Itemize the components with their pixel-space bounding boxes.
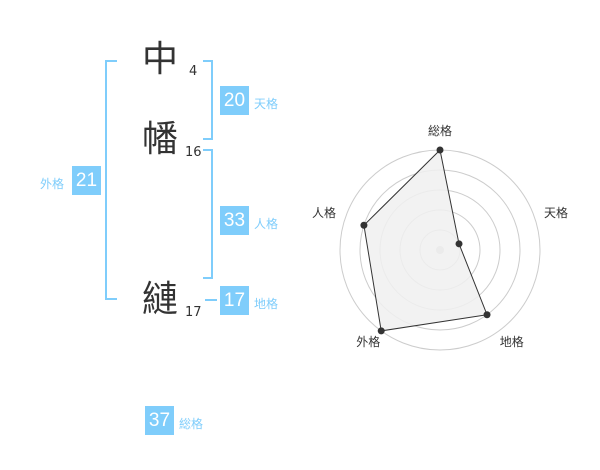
radar-point: [436, 146, 444, 154]
chikaku-connector: [205, 299, 217, 301]
tenkaku-value: 20: [220, 86, 249, 115]
jinkaku-label: 人格: [254, 217, 279, 231]
chikaku-value: 17: [220, 286, 249, 315]
gaikaku-label: 外格: [40, 177, 65, 191]
soukaku-label: 総格: [179, 417, 204, 431]
radar-axis-label: 外格: [356, 334, 381, 349]
radar-point: [455, 240, 463, 248]
radar-axis-label: 地格: [499, 334, 524, 349]
chikaku-label: 地格: [254, 297, 279, 311]
char-2-strokes: 16: [185, 145, 202, 160]
char-1: 中: [142, 39, 179, 80]
jinkaku-bracket: [203, 149, 213, 279]
char-2: 幡: [142, 119, 179, 160]
soukaku-value: 37: [145, 406, 174, 435]
char-1-strokes: 4: [189, 64, 198, 79]
radar-area: [363, 148, 488, 332]
radar-axis-label: 天格: [544, 206, 569, 221]
char-3-strokes: 17: [185, 305, 202, 320]
gaikaku-bracket: [105, 60, 117, 300]
tenkaku-label: 天格: [254, 97, 279, 111]
gaikaku-value: 21: [72, 166, 101, 195]
radar-axis-label: 人格: [311, 206, 336, 221]
char-3: 縺: [142, 279, 179, 320]
radar-axis-label: 総格: [428, 124, 453, 138]
radar-point: [483, 311, 491, 319]
radar-point: [360, 221, 368, 229]
radar-point: [377, 327, 385, 335]
jinkaku-value: 33: [220, 206, 249, 235]
tenkaku-bracket: [203, 60, 213, 140]
